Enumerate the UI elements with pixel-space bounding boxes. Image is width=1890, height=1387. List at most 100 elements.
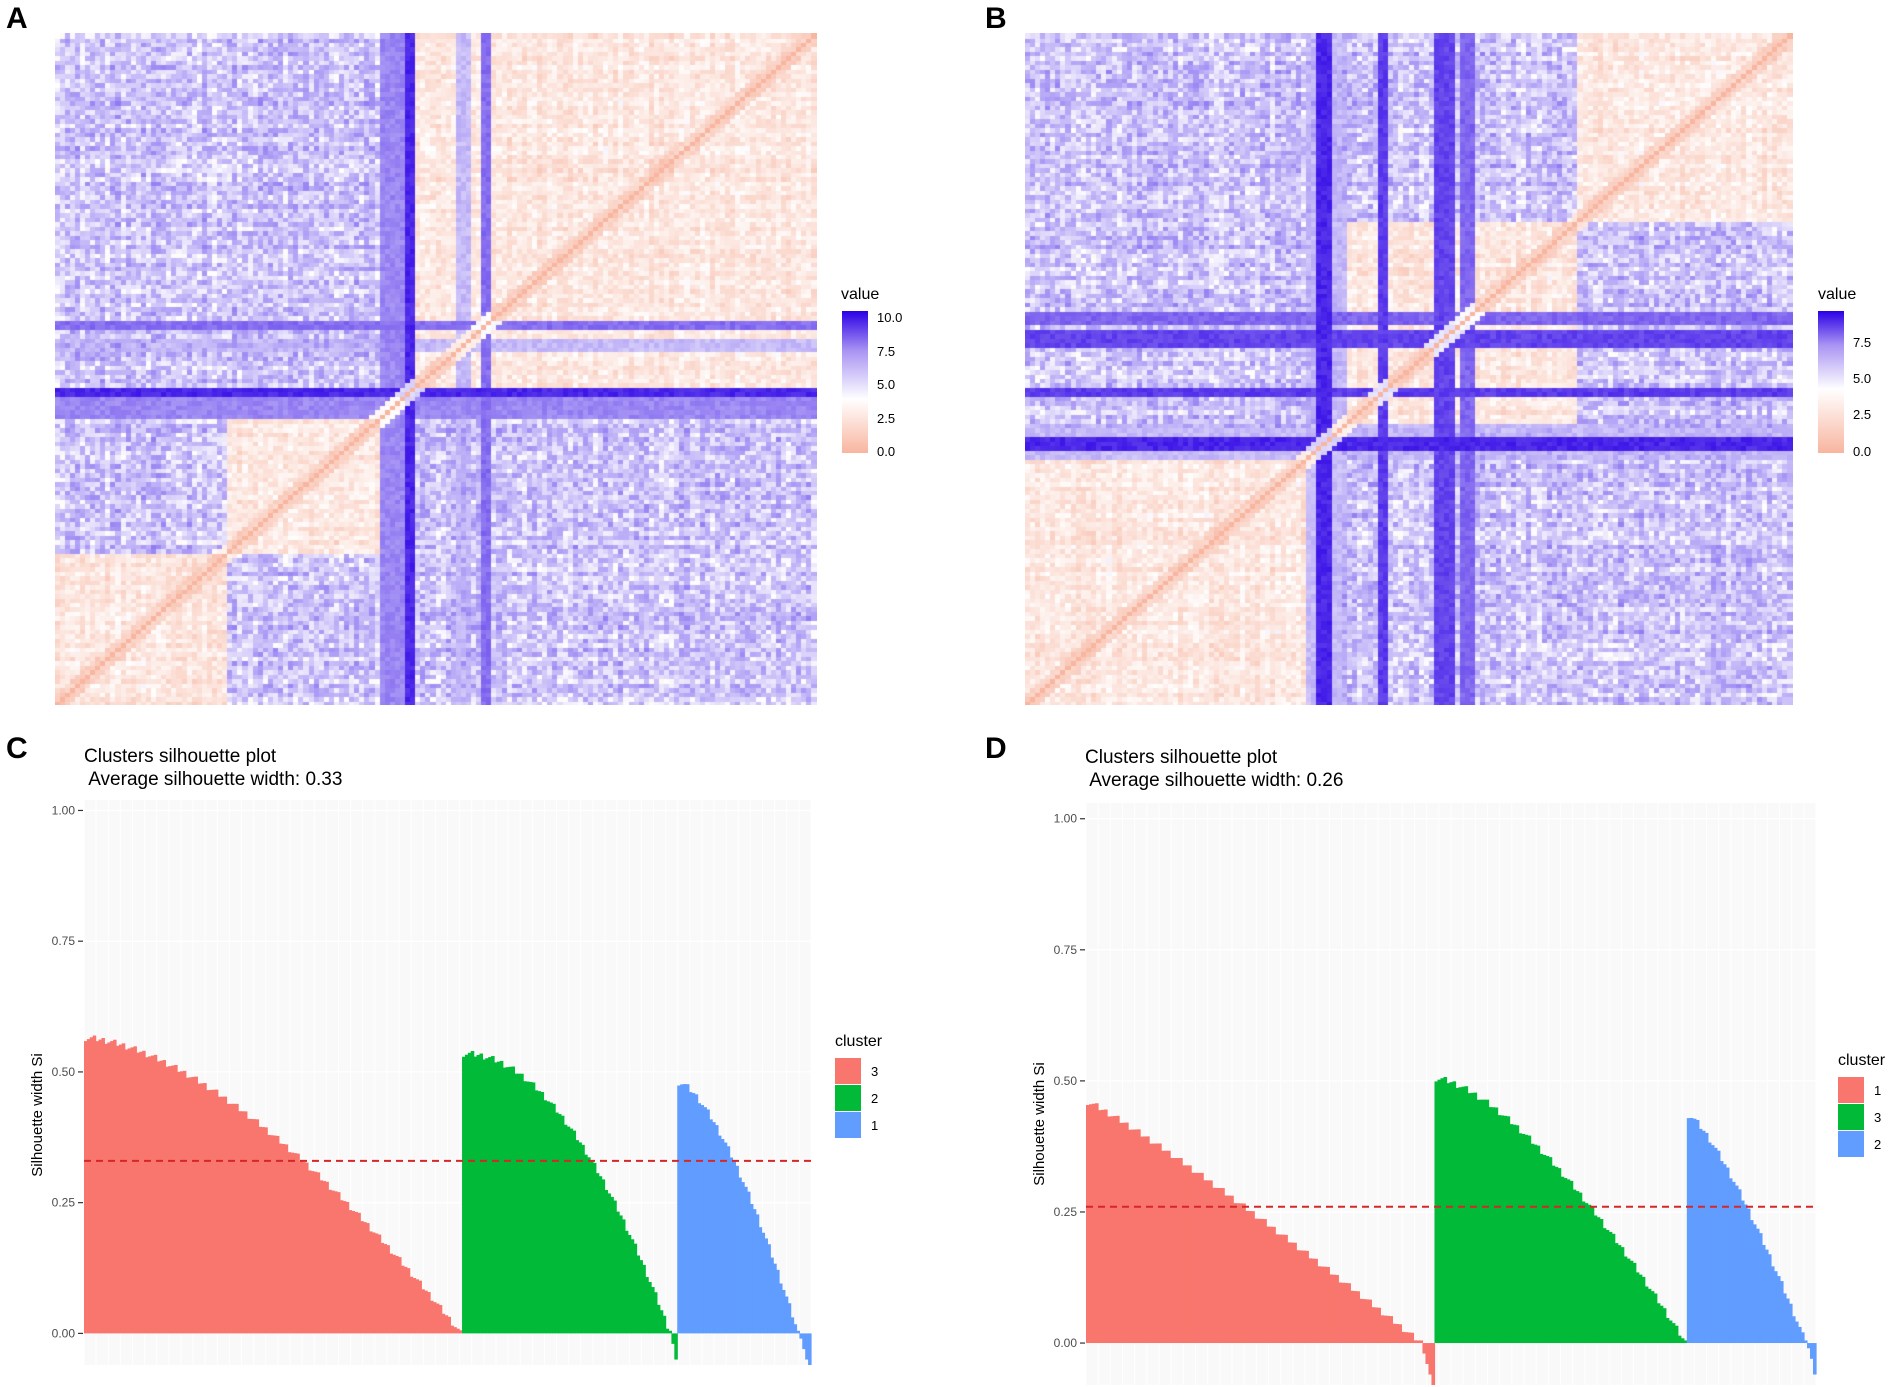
silhouette-bar [107,1042,111,1334]
legend-title: cluster [835,1033,883,1050]
silhouette-bar [668,1330,673,1334]
silhouette-bar [275,1135,280,1334]
silhouette-bar [1230,1195,1234,1344]
silhouette-bar [1209,1180,1213,1344]
silhouette-bar [575,1140,579,1334]
silhouette-bar [241,1111,245,1334]
silhouette-bar [296,1153,300,1334]
silhouette-bar [1254,1218,1258,1344]
panel-label-c: C [6,732,28,765]
silhouette-bar [1194,1172,1198,1344]
silhouette-bar [310,1171,315,1334]
silhouette-bar [799,1333,803,1339]
silhouette-bar [1395,1324,1400,1344]
silhouette-bar [1089,1104,1093,1344]
silhouette-bar [1278,1234,1282,1344]
silhouette-bar [755,1214,760,1334]
silhouette-bar [86,1039,91,1334]
silhouette-bar [305,1162,309,1334]
silhouette-bar [159,1060,164,1334]
silhouette-bar [784,1296,789,1334]
silhouette-bar [1644,1286,1649,1344]
silhouette-bar [505,1067,510,1334]
silhouette-bar [110,1041,114,1334]
silhouette-bar [438,1305,443,1334]
silhouette-bar [430,1300,434,1334]
silhouette-bar [639,1260,643,1334]
silhouette-bar [651,1287,655,1334]
silhouette-bar [206,1090,210,1334]
legend-tick-a-7-5: 7.5 [877,344,896,359]
silhouette-bar [331,1190,335,1334]
silhouette-bar [1659,1305,1664,1344]
silhouette-bar [1206,1180,1210,1344]
silhouette-bar [537,1091,542,1334]
silhouette-bar [790,1317,795,1334]
silhouette-bar [246,1118,251,1334]
legend-swatch [835,1058,861,1084]
silhouette-bar [558,1114,562,1334]
silhouette-bar [665,1328,670,1334]
silhouette-bar [645,1277,649,1334]
silhouette-bar [543,1100,547,1334]
silhouette-bar [595,1173,600,1334]
silhouette-bar [464,1054,469,1334]
silhouette-bar [1662,1308,1667,1344]
silhouette-bar [1284,1234,1288,1344]
silhouette-bar [776,1269,780,1334]
silhouette-bar [560,1115,565,1334]
silhouette-bar [1173,1158,1177,1344]
y-tick-label: 0.50 [52,1065,76,1079]
silhouette-bar [1212,1187,1216,1344]
silhouette-bar [185,1077,190,1334]
silhouette-bar [1650,1291,1655,1344]
legend-swatch [1838,1104,1864,1130]
silhouette-bar [1134,1129,1138,1344]
silhouette-bar [496,1061,501,1334]
silhouette-bar [392,1254,396,1334]
silhouette-bar [1197,1172,1201,1344]
silhouette-bar [1770,1266,1775,1344]
silhouette-bar [124,1049,129,1334]
silhouette-bar [348,1210,353,1334]
silhouette-bar [1716,1150,1721,1344]
silhouette-bar [203,1083,207,1334]
silhouette-bar [1146,1136,1150,1344]
silhouette-bar [1317,1266,1321,1344]
silhouette-bar [1464,1086,1469,1344]
silhouette-bar [336,1192,341,1334]
legend-label: 1 [871,1118,878,1133]
silhouette-bar [1122,1122,1126,1344]
silhouette-bar [1446,1083,1451,1344]
silhouette-bar [1335,1274,1339,1344]
silhouette-bar [1329,1274,1333,1344]
silhouette-bar [653,1292,658,1334]
silhouette-bar [1422,1343,1427,1354]
silhouette-bar [735,1165,739,1334]
silhouette-bar [421,1289,425,1334]
silhouette-bar [747,1191,751,1334]
silhouette-bar [328,1189,332,1334]
panel-label-b: B [985,2,1007,35]
silhouette-bar [453,1327,457,1334]
silhouette-bar [1785,1298,1790,1344]
silhouette-bar [249,1118,254,1334]
silhouette-bar [1095,1103,1099,1344]
silhouette-chart-c: 0.00 0.25 0.50 0.75 1.00 Silhouette width Si c… [29,800,883,1365]
silhouette-bar [1581,1201,1586,1344]
silhouette-bar [1806,1343,1811,1349]
silhouette-bar [808,1333,812,1365]
silhouette-bar [1272,1226,1276,1344]
silhouette-bar [781,1289,786,1334]
silhouette-bar [389,1253,393,1334]
silhouette-bar [133,1046,137,1334]
silhouette-bar [688,1092,693,1334]
silhouette-bar [572,1130,577,1334]
silhouette-bar [1290,1242,1294,1344]
silhouette-bar [569,1128,574,1334]
legend-label: 3 [1874,1110,1881,1125]
silhouette-bar [1608,1231,1613,1344]
legend-label: 3 [871,1064,878,1079]
silhouette-bar [395,1255,399,1334]
silhouette-bar [802,1333,806,1350]
